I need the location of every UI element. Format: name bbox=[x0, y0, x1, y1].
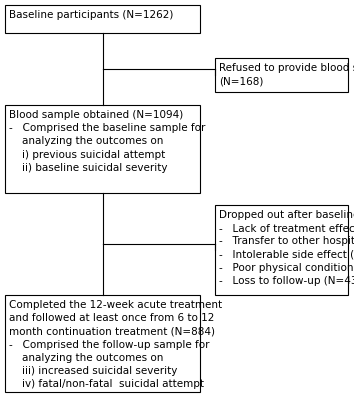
Text: Dropped out after baseline (N=210)
-   Lack of treatment effect (N=133)
-   Tran: Dropped out after baseline (N=210) - Lac… bbox=[219, 210, 354, 286]
Text: Completed the 12-week acute treatment
and followed at least once from 6 to 12
mo: Completed the 12-week acute treatment an… bbox=[9, 300, 222, 389]
Text: Baseline participants (N=1262): Baseline participants (N=1262) bbox=[9, 10, 173, 20]
Bar bbox=[5, 105, 200, 193]
Bar bbox=[5, 295, 200, 392]
Bar bbox=[215, 205, 348, 295]
Text: Refused to provide blood sample
(N=168): Refused to provide blood sample (N=168) bbox=[219, 63, 354, 86]
Bar bbox=[5, 5, 200, 33]
Bar bbox=[215, 58, 348, 92]
Text: Blood sample obtained (N=1094)
-   Comprised the baseline sample for
    analyzi: Blood sample obtained (N=1094) - Compris… bbox=[9, 110, 205, 173]
